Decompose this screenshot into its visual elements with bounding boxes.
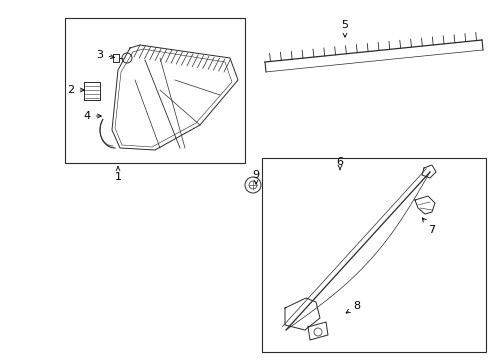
Text: 7: 7 [422, 218, 435, 235]
Bar [65, 18, 244, 163]
Text: 1: 1 [114, 166, 121, 182]
Text: 5: 5 [341, 20, 348, 37]
Text: 8: 8 [346, 301, 360, 313]
Text: 2: 2 [67, 85, 84, 95]
Bar [262, 158, 485, 352]
Text: 4: 4 [83, 111, 101, 121]
Text: 9: 9 [252, 170, 259, 184]
Text: 6: 6 [336, 157, 343, 170]
Text: 3: 3 [96, 50, 114, 60]
